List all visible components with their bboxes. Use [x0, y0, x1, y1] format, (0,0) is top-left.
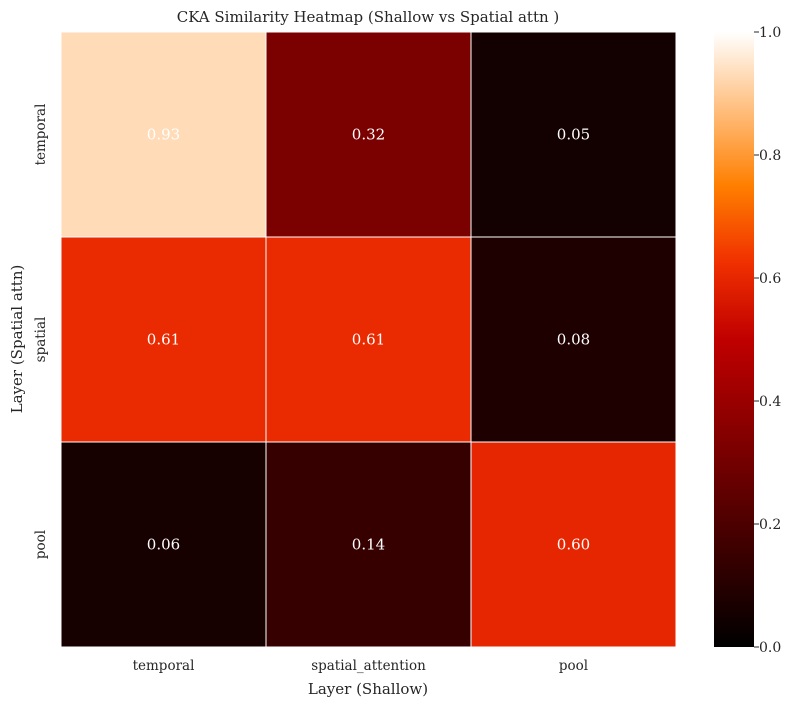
heatmap-cell [470, 236, 677, 443]
heatmap-cell [60, 236, 267, 443]
cell-value-label: 0.05 [557, 126, 590, 144]
y-tick-label: temporal [33, 104, 49, 166]
heatmap-cells [60, 31, 677, 648]
x-tick-label: spatial_attention [311, 658, 426, 674]
x-axis-label: Layer (Shallow) [308, 680, 428, 698]
heatmap-cell [60, 31, 267, 238]
colorbar-ticks: 0.0 0.2 0.4 0.6 0.8 1.0 [754, 25, 781, 656]
colorbar-tick-label: 0.4 [759, 394, 781, 410]
cell-value-label: 0.93 [147, 126, 180, 144]
cell-value-label: 0.32 [352, 126, 385, 144]
chart-title: CKA Similarity Heatmap (Shallow vs Spati… [177, 8, 560, 26]
colorbar-tick-label: 0.0 [759, 640, 781, 656]
heatmap-cell [265, 31, 472, 238]
colorbar-tick-label: 1.0 [759, 25, 781, 41]
heatmap-cell [470, 441, 677, 648]
x-tick-label: temporal [133, 658, 195, 674]
heatmap-cell [60, 441, 267, 648]
heatmap-cell [265, 236, 472, 443]
x-tick-label: pool [559, 658, 588, 674]
cell-value-label: 0.14 [352, 536, 385, 554]
x-tick-labels: temporal spatial_attention pool [133, 658, 589, 674]
colorbar-tick-label: 0.6 [759, 271, 781, 287]
cell-value-label: 0.61 [352, 331, 385, 349]
cell-value-label: 0.61 [147, 331, 180, 349]
y-tick-label: pool [33, 530, 49, 559]
cell-value-label: 0.08 [557, 331, 590, 349]
y-tick-labels: temporal spatial pool [33, 104, 49, 560]
cell-value-label: 0.60 [557, 536, 590, 554]
colorbar-tick-label: 0.8 [759, 148, 781, 164]
heatmap-cell [265, 441, 472, 648]
y-tick-label: spatial [33, 317, 49, 363]
heatmap-cell [470, 31, 677, 238]
cell-value-label: 0.06 [147, 536, 180, 554]
colorbar-tick-label: 0.2 [759, 517, 781, 533]
y-axis-label: Layer (Spatial attn) [8, 265, 26, 414]
colorbar [714, 32, 754, 647]
heatmap-cell-labels: 0.93 0.32 0.05 0.61 0.61 0.08 0.06 0.14 0.60 [147, 126, 590, 554]
